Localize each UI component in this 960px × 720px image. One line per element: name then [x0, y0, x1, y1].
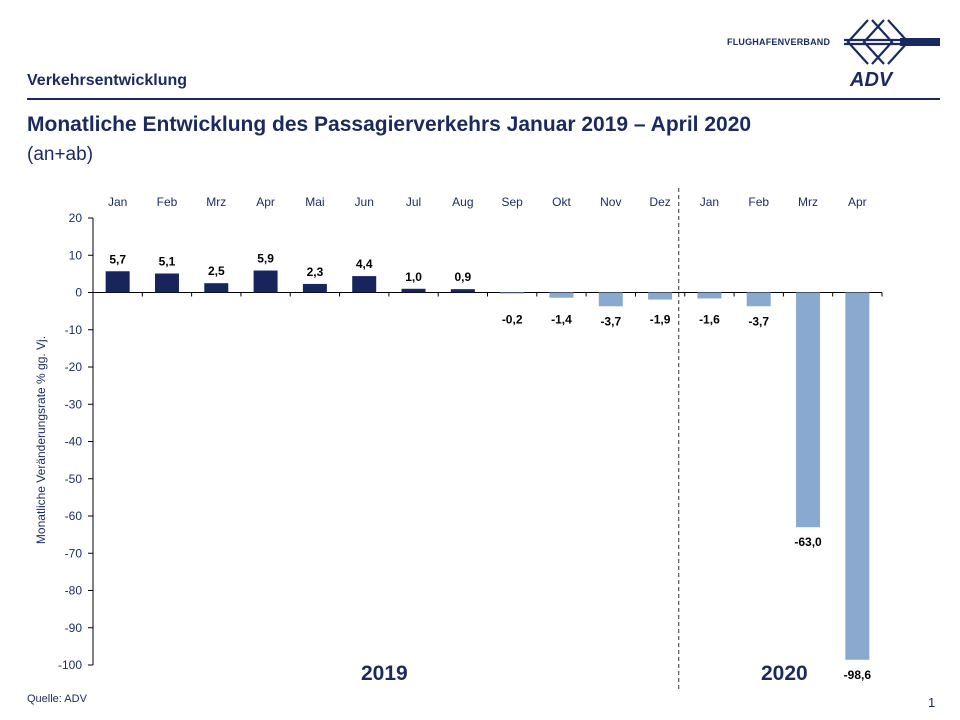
- data-label: -3,7: [600, 314, 621, 328]
- y-tick-label: -50: [65, 472, 83, 486]
- x-category-label: Apr: [256, 195, 275, 209]
- data-label: 0,9: [455, 270, 472, 284]
- y-tick-label: 20: [69, 211, 83, 225]
- data-label: 5,9: [257, 252, 274, 266]
- year-label-2020: 2020: [761, 662, 808, 685]
- x-category-label: Jan: [108, 195, 127, 209]
- y-tick-label: -70: [65, 546, 83, 560]
- data-label: -1,4: [551, 313, 572, 327]
- bar-dez-2019: [648, 292, 673, 300]
- bar-jan-2019: [105, 271, 130, 293]
- bar-mrz-2019: [204, 283, 229, 293]
- bar-okt-2019: [549, 292, 574, 298]
- bar-aug-2019: [450, 289, 475, 293]
- y-tick-label: 10: [69, 248, 83, 262]
- chart-subtitle: (an+ab): [27, 144, 94, 165]
- data-label: 4,4: [356, 257, 373, 271]
- x-category-label: Okt: [552, 195, 571, 209]
- data-label: 2,5: [208, 264, 225, 278]
- x-category-label: Nov: [600, 195, 621, 209]
- section-title: Verkehrsentwicklung: [27, 72, 188, 89]
- y-tick-label: -40: [65, 435, 83, 449]
- y-tick-label: -80: [65, 584, 83, 598]
- bar-feb-2020: [746, 292, 771, 307]
- data-label: 1,0: [405, 270, 422, 284]
- bar-jan-2020: [697, 292, 722, 299]
- data-label: -3,7: [748, 314, 769, 328]
- y-tick-label: -30: [65, 397, 83, 411]
- x-category-label: Mai: [305, 195, 324, 209]
- bar-mai-2019: [302, 283, 327, 293]
- x-category-label: Mrz: [206, 195, 226, 209]
- bar-mrz-2020: [796, 292, 821, 528]
- year-label-2019: 2019: [361, 662, 408, 685]
- x-category-label: Apr: [848, 195, 867, 209]
- bar-jun-2019: [352, 276, 377, 293]
- logo-brand: ADV: [849, 69, 894, 90]
- y-tick-label: -20: [65, 360, 83, 374]
- data-label: -1,9: [650, 313, 671, 327]
- y-tick-label: -100: [58, 658, 82, 672]
- x-category-label: Feb: [157, 195, 178, 209]
- adv-logo-icon: ADV: [844, 19, 940, 90]
- data-label: -63,0: [794, 535, 822, 549]
- x-category-label: Jun: [355, 195, 374, 209]
- x-category-label: Sep: [501, 195, 523, 209]
- data-label: -0,2: [502, 313, 523, 327]
- source-note: Quelle: ADV: [27, 693, 87, 705]
- x-category-label: Aug: [452, 195, 473, 209]
- data-label: 5,7: [109, 252, 126, 266]
- data-label: -98,6: [844, 668, 872, 682]
- bar-apr-2020: [845, 292, 870, 660]
- bar-apr-2019: [253, 270, 278, 293]
- data-label: 2,3: [307, 265, 324, 279]
- logo-text: FLUGHAFENVERBAND: [727, 37, 831, 47]
- x-category-label: Dez: [649, 195, 670, 209]
- chart-title: Monatliche Entwicklung des Passagierverk…: [27, 113, 752, 136]
- page-number: 1: [928, 695, 936, 710]
- data-label: 5,1: [159, 255, 176, 269]
- y-tick-label: -10: [65, 323, 83, 337]
- y-tick-label: 0: [75, 286, 82, 300]
- bar-sep-2019: [500, 292, 525, 294]
- x-category-label: Jul: [406, 195, 421, 209]
- bar-nov-2019: [598, 292, 623, 307]
- x-category-label: Jan: [700, 195, 719, 209]
- y-tick-label: -90: [65, 621, 83, 635]
- bar-feb-2019: [154, 273, 179, 293]
- x-category-label: Mrz: [798, 195, 818, 209]
- header-divider: [27, 98, 940, 100]
- y-tick-label: -60: [65, 509, 83, 523]
- data-label: -1,6: [699, 313, 720, 327]
- bar-jul-2019: [401, 288, 426, 293]
- x-category-label: Feb: [748, 195, 769, 209]
